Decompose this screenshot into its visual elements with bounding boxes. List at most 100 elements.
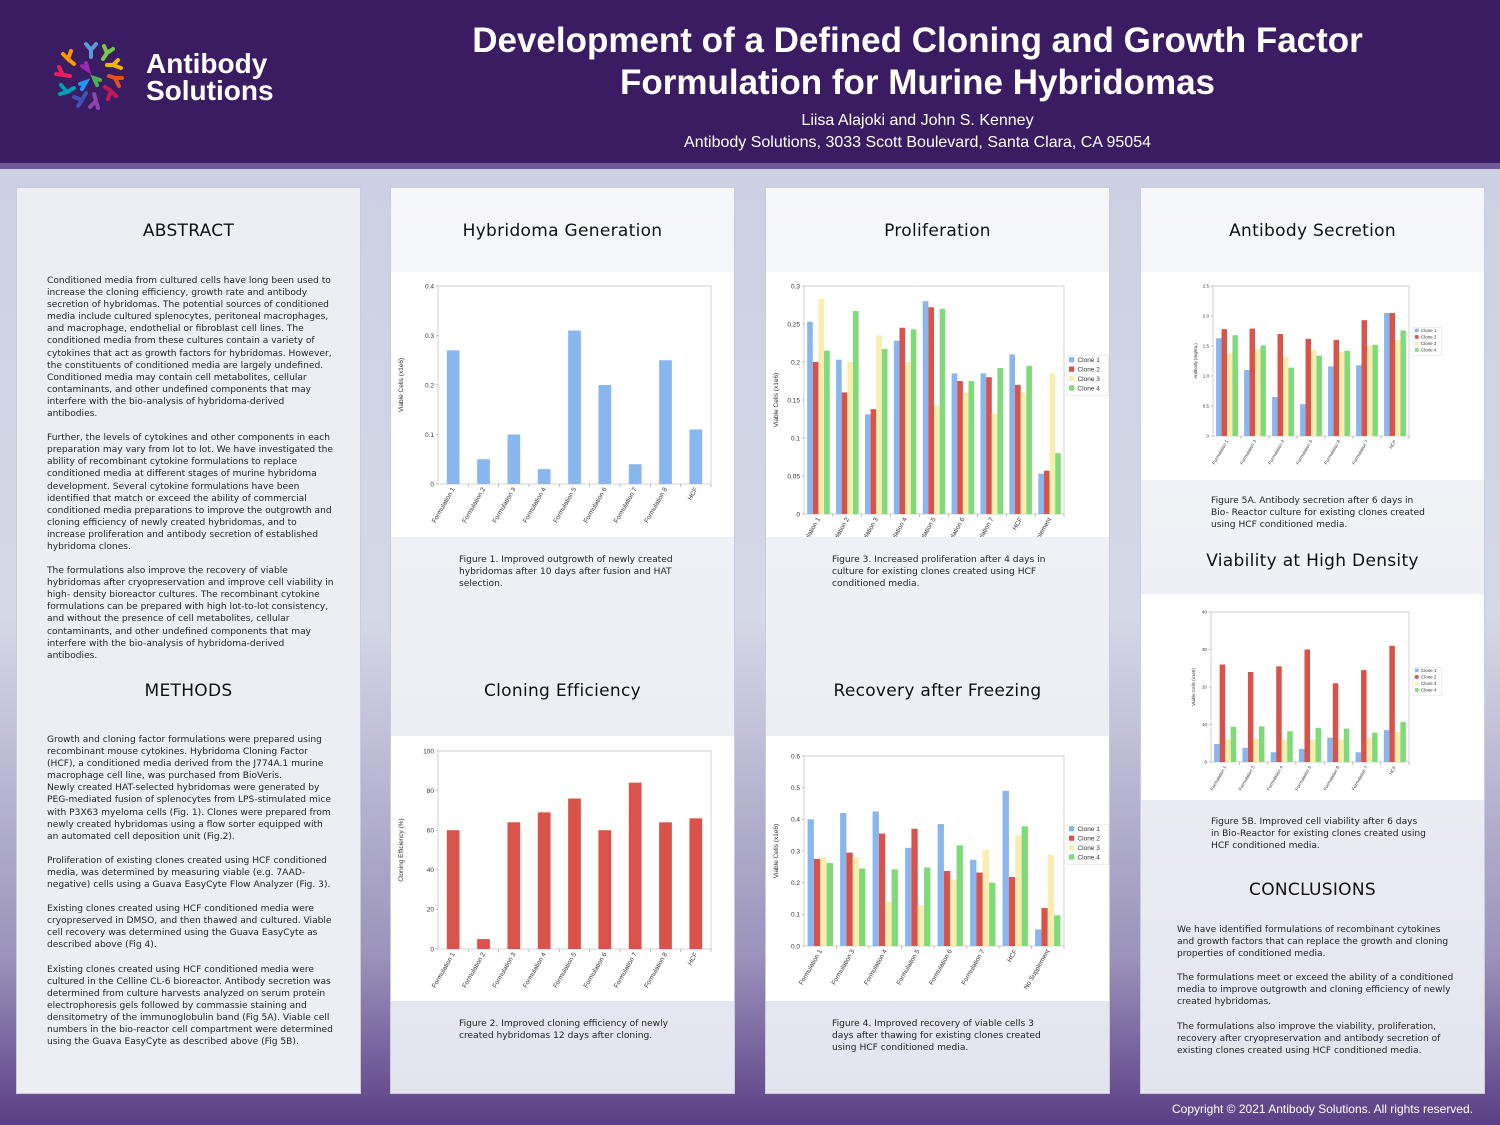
bar [1361,320,1367,436]
bar [1242,747,1248,762]
legend-swatch [1415,335,1419,339]
x-tick-label: Formulation 3 [1239,439,1257,466]
bar [1400,721,1406,762]
x-tick-label: Formulation 6 [928,948,954,986]
logo: Antibody Solutions [46,36,286,116]
bar [968,381,975,514]
x-tick-label: Formulation 6 [1322,765,1340,792]
legend-label: Clone 3 [1421,341,1437,346]
bar [1054,915,1061,946]
y-tick-label: 0.4 [791,817,800,824]
x-tick-label: Formulation 7 [970,516,996,537]
x-tick-label: No Supplement [1025,516,1054,537]
bar [1020,392,1027,514]
legend-label: Clone 3 [1421,681,1437,686]
y-tick-label: 0.5 [1203,404,1210,409]
bar [568,330,581,484]
bar [1049,373,1056,514]
x-tick-label: Formulation 6 [941,516,967,537]
bar [956,845,963,946]
bar [872,811,879,946]
affiliation: Antibody Solutions, 3033 Scott Boulevard… [684,134,1151,151]
methods-paragraph: Newly created HAT-selected hybridomas we… [47,783,331,842]
y-tick-label: 1.0 [1203,374,1210,379]
y-tick-label: 0.4 [425,283,434,290]
bar [1047,854,1055,946]
bar [951,373,958,514]
legend-swatch [1069,357,1075,363]
bar [1244,370,1250,436]
bar [905,847,912,946]
x-tick-label: Formulation 1 [1211,439,1229,466]
legend-swatch [1069,826,1075,832]
y-tick-label: 0 [1206,434,1209,439]
x-tick-label: Formulation 6 [583,486,609,524]
x-tick-label: Formulation 4 [522,486,548,524]
bar [1287,731,1293,762]
bar [1366,737,1373,762]
legend-label: Clone 4 [1077,385,1100,392]
figure-5a-caption: Figure 5A. Antibody secretion after 6 da… [1211,496,1425,530]
y-tick-label: 0 [430,946,434,953]
bar [1216,338,1222,436]
bar [836,359,842,514]
x-tick-label: Formulation 1 [431,951,457,989]
y-axis-label: Antibody (mg/mL) [1193,343,1198,379]
y-tick-label: 30 [1202,647,1208,652]
bar [1043,470,1050,514]
y-tick-label: 2.5 [1203,284,1210,289]
legend-swatch [1069,844,1075,851]
bar [991,413,998,514]
poster-header: Antibody Solutions Development of a Defi… [0,0,1500,169]
x-tick-label: Formulation 5 [912,516,938,537]
bar [939,308,946,514]
bar [1055,453,1061,514]
figure-5b-chart: 0 10 20 30 40 Viable Cells (x1e6) Formulation … [1191,610,1443,792]
hybridoma-title: Hybridoma Generation [462,221,663,241]
y-tick-label: 80 [427,788,435,795]
y-tick-label: 0.6 [791,753,800,760]
x-tick-label: Formulation 3 [854,516,880,537]
bar [1384,313,1390,436]
bar [1305,338,1311,436]
bar [1272,397,1278,436]
bar [980,373,987,514]
bar [1277,334,1283,436]
x-tick-label: HCF [1388,765,1397,776]
figure-5a-chart: 0 0.5 1.0 1.5 2.0 2.5 Antibody (mg/mL) Formulat… [1193,284,1443,466]
x-tick-label: Formulation 6 [1323,439,1341,466]
bar [1327,737,1333,762]
bar [1343,728,1350,762]
bar [807,321,813,514]
column-proliferation-recovery: Proliferation 0 0.05 0.1 0.15 0.2 0.25 0.3 Viab… [765,187,1110,1094]
legend-label: Clone 2 [1421,335,1437,340]
y-tick-label: 1.5 [1203,344,1210,349]
legend-label: Clone 2 [1421,675,1437,680]
x-tick-label: HCF [687,951,700,966]
bar [1015,835,1022,946]
legend-swatch [1069,835,1075,841]
bar [911,828,918,946]
x-tick-label: Formulation 7 [960,948,986,986]
bar [876,335,882,514]
conclusion-paragraph: The formulations also improve the viabil… [1177,1021,1441,1056]
x-tick-label: Formulation 4 [883,516,909,537]
bar [1270,752,1277,762]
bar [986,377,992,514]
x-tick-label: Formulation 4 [1267,439,1285,466]
bar [1247,672,1254,762]
abstract-paragraph: Further, the levels of cytokines and oth… [47,433,333,552]
x-tick-label: Formulation 7 [1351,765,1369,792]
proliferation-title: Proliferation [884,221,991,241]
bar [446,830,460,949]
legend-label: Clone 4 [1421,688,1437,693]
x-tick-label: Formulation 1 [431,486,457,524]
bar [1002,790,1009,946]
brand-name: Antibody Solutions [146,50,274,105]
bar [818,298,825,514]
y-tick-label: 2.0 [1203,314,1210,319]
x-tick-label: Formulation 5 [1295,439,1313,466]
y-axis-label: Viable Cells (x1e6) [773,373,780,427]
bar [1288,367,1294,436]
title-line1: Development of a Defined Cloning and Gro… [472,21,1363,60]
